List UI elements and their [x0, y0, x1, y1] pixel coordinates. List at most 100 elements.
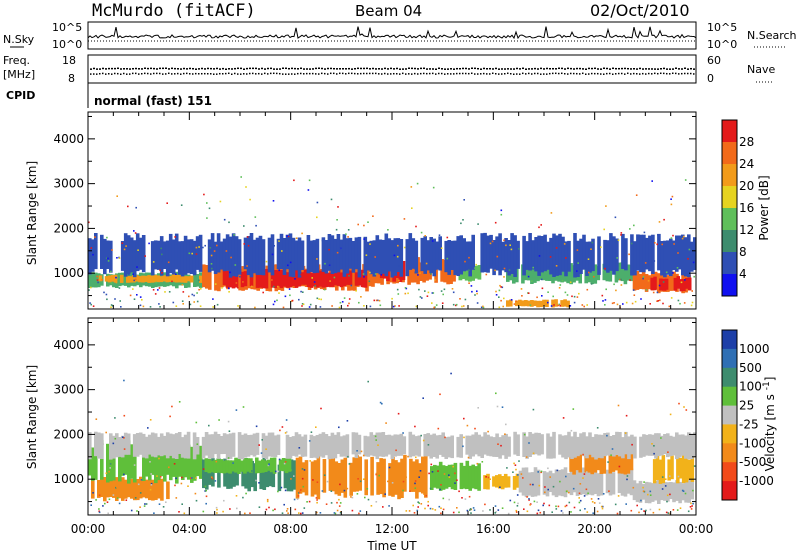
range-band-cell	[527, 472, 532, 496]
range-gate-point	[126, 268, 129, 271]
freq-point	[309, 68, 311, 70]
range-gate-point	[605, 288, 607, 291]
range-gate-point	[576, 249, 579, 251]
range-gate-point	[419, 470, 422, 472]
range-gate-point	[276, 299, 278, 302]
range-band-cell	[278, 459, 283, 471]
range-band-cell	[324, 434, 329, 456]
range-band-cell	[663, 434, 667, 455]
range-gate-point	[455, 304, 457, 307]
range-gate-point	[440, 484, 442, 486]
range-band-cell	[207, 458, 212, 474]
colorbar-swatch	[722, 230, 737, 253]
range-gate-point	[601, 294, 604, 297]
nave-point	[675, 72, 677, 75]
range-band-cell	[276, 434, 281, 455]
range-band-cell	[506, 476, 511, 488]
range-band-cell	[222, 238, 227, 272]
range-gate-point	[510, 299, 513, 301]
range-gate-point	[159, 269, 161, 272]
range-band-cell	[336, 234, 341, 273]
range-band-cell	[390, 240, 395, 278]
freq-point	[648, 68, 650, 70]
range-gate-point	[544, 486, 546, 488]
range-gate-point	[180, 204, 183, 206]
colorbar-tick-label: 20	[739, 179, 754, 193]
range-band-cell	[312, 271, 317, 287]
range-gate-point	[127, 495, 130, 497]
range-gate-point	[419, 272, 421, 274]
range-band-cell	[387, 238, 392, 272]
range-band-cell	[653, 276, 657, 291]
range-gate-point	[510, 248, 513, 251]
range-gate-point	[125, 499, 128, 501]
nave-point	[660, 72, 662, 75]
range-gate-point	[652, 511, 655, 514]
range-gate-point	[149, 306, 152, 308]
range-gate-point	[268, 506, 270, 509]
range-band-cell	[240, 434, 245, 460]
range-gate-point	[356, 493, 359, 495]
range-band-cell	[174, 274, 179, 283]
range-band-cell	[435, 241, 439, 270]
range-band-cell	[196, 274, 200, 287]
range-gate-point	[628, 253, 630, 256]
range-gate-point	[198, 288, 200, 291]
range-band-cell	[430, 466, 434, 490]
range-band-cell	[495, 433, 499, 457]
range-gate-point	[123, 248, 126, 251]
x-tick-label: 12:00	[375, 522, 410, 536]
range-gate-point	[587, 492, 589, 495]
range-band-cell	[270, 269, 275, 288]
range-band-cell	[582, 432, 586, 457]
range-band-cell	[582, 234, 586, 270]
range-gate-point	[182, 303, 184, 305]
range-band-cell	[193, 447, 197, 481]
x-axis-label: Time UT	[366, 539, 417, 553]
range-gate-point	[202, 468, 205, 470]
range-band-cell	[281, 458, 286, 472]
range-band-cell	[606, 240, 610, 273]
range-gate-point	[205, 495, 208, 498]
range-gate-point	[165, 501, 167, 503]
freq-point	[516, 67, 518, 70]
range-band-cell	[433, 464, 437, 488]
range-gate-point	[474, 427, 476, 430]
nave-point	[321, 72, 323, 75]
range-gate-point	[538, 484, 541, 487]
range-gate-point	[529, 304, 532, 306]
range-gate-point	[512, 471, 514, 473]
range-band-cell	[180, 274, 185, 283]
range-band-cell	[414, 240, 419, 274]
range-gate-point	[642, 276, 645, 278]
range-band-cell	[609, 233, 613, 271]
range-gate-point	[573, 295, 576, 298]
nave-point	[297, 72, 299, 75]
range-band-cell	[129, 276, 133, 283]
range-gate-point	[563, 243, 566, 245]
range-band-cell	[384, 435, 389, 457]
nave-point	[360, 72, 362, 75]
range-band-cell	[633, 241, 637, 276]
range-gate-point	[446, 236, 449, 239]
range-band-cell	[121, 446, 125, 476]
range-gate-point	[171, 405, 173, 408]
range-band-cell	[450, 240, 454, 270]
range-gate-point	[611, 448, 614, 450]
range-band-cell	[186, 239, 191, 274]
freq-point	[597, 68, 599, 70]
range-gate-point	[134, 232, 137, 234]
range-gate-point	[424, 507, 426, 510]
nave-point	[351, 72, 353, 75]
range-gate-point	[597, 498, 600, 500]
range-band-cell	[222, 433, 227, 454]
range-gate-point	[547, 488, 549, 491]
range-gate-point	[290, 478, 292, 480]
range-gate-point	[262, 291, 264, 294]
range-gate-point	[626, 478, 628, 481]
range-gate-point	[586, 288, 589, 291]
range-band-cell	[315, 271, 320, 288]
range-band-cell	[348, 270, 353, 286]
